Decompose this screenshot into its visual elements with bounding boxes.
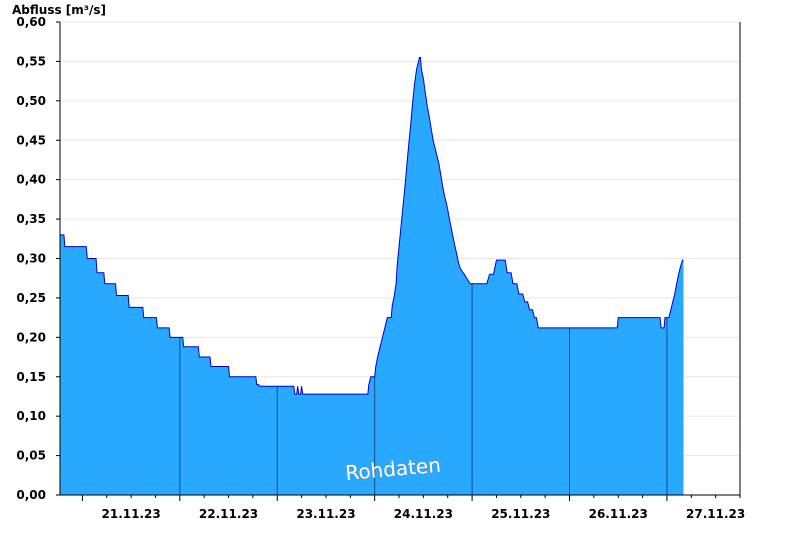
discharge-line — [60, 56, 684, 395]
y-tick-label: 0,15 — [16, 370, 46, 384]
y-tick-label: 0,00 — [16, 488, 46, 502]
y-tick-label: 0,10 — [16, 409, 46, 423]
y-tick-label: 0,25 — [16, 291, 46, 305]
y-tick-label: 0,45 — [16, 133, 46, 147]
y-tick-label: 0,50 — [16, 94, 46, 108]
discharge-area — [60, 57, 684, 495]
y-tick-label: 0,40 — [16, 173, 46, 187]
x-tick-label: 22.11.23 — [199, 507, 258, 521]
x-tick-label: 27.11.23 — [686, 507, 745, 521]
day-dividers — [179, 283, 668, 495]
x-tick-label: 24.11.23 — [394, 507, 453, 521]
y-tick-label: 0,35 — [16, 212, 46, 226]
x-tick-label: 25.11.23 — [491, 507, 550, 521]
y-tick-labels: 0,00 0,05 0,10 0,15 0,20 0,25 0,30 0,35 0,40 0,45… — [16, 15, 60, 502]
y-tick-label: 0,05 — [16, 449, 46, 463]
x-tick-labels: 21.11.23 22.11.23 23.11.23 24.11.23 25.11.23… — [81, 495, 745, 521]
x-tick-label: 23.11.23 — [296, 507, 355, 521]
x-tick-label: 26.11.23 — [589, 507, 648, 521]
x-tick-label: 21.11.23 — [102, 507, 161, 521]
y-axis-label: Abfluss [m³/s] — [12, 3, 106, 17]
y-tick-label: 0,55 — [16, 54, 46, 68]
y-tick-label: 0,30 — [16, 252, 46, 266]
y-tick-label: 0,20 — [16, 330, 46, 344]
y-tick-label: 0,60 — [16, 15, 46, 29]
